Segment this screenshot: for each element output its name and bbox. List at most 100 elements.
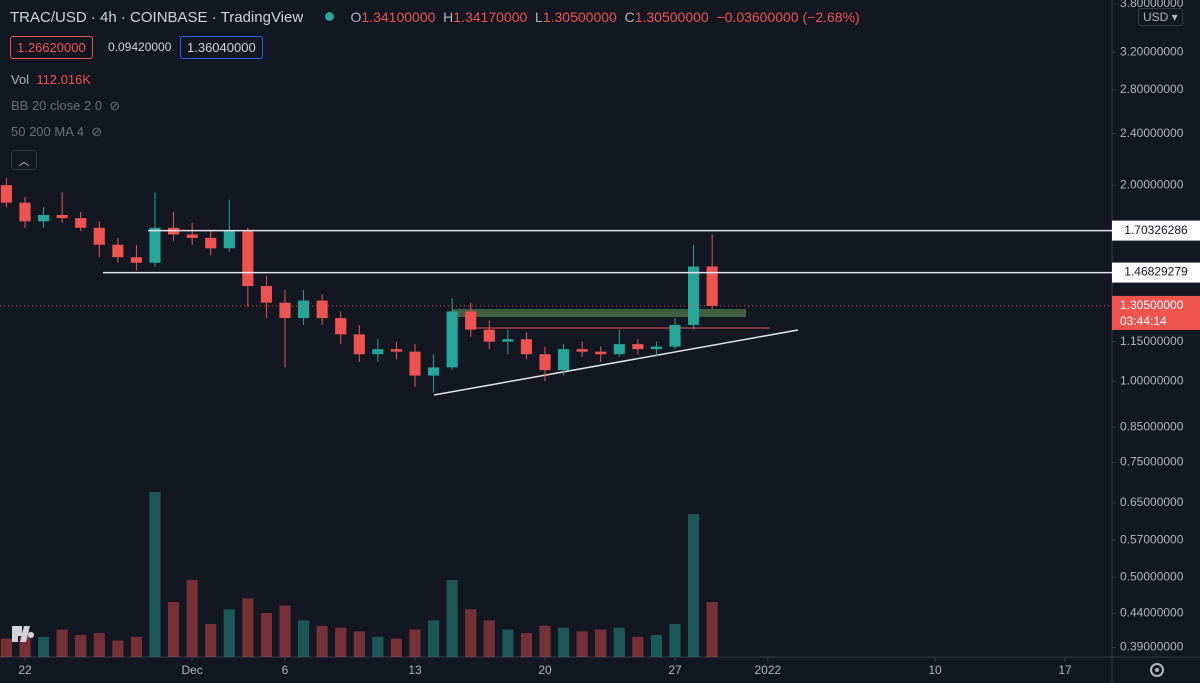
candle-body bbox=[558, 349, 570, 371]
y-tick-label: 0.50000000 bbox=[1120, 569, 1184, 583]
volume-bar bbox=[260, 613, 273, 657]
currency: USD bbox=[1143, 10, 1169, 24]
x-tick-label: 27 bbox=[668, 663, 682, 677]
zone-rectangle bbox=[452, 309, 746, 317]
y-tick-label: 1.15000000 bbox=[1120, 334, 1184, 348]
x-tick-label: 22 bbox=[18, 663, 32, 677]
candle-body bbox=[353, 334, 365, 355]
y-tick-label: 2.00000000 bbox=[1120, 177, 1184, 191]
candle-body bbox=[706, 266, 718, 306]
volume-bar bbox=[298, 620, 310, 657]
volume-legend: Vol 112.016K bbox=[11, 72, 91, 87]
volume-bar bbox=[372, 636, 384, 657]
bb-indicator[interactable]: BB 20 close 2 0 ⊘ bbox=[11, 98, 121, 113]
x-tick-label: 13 bbox=[408, 663, 422, 677]
volume-bar bbox=[669, 624, 681, 657]
candle-body bbox=[242, 231, 254, 287]
x-tick-label: 10 bbox=[928, 663, 942, 677]
volume-bar bbox=[149, 492, 161, 657]
y-tick-label: 2.40000000 bbox=[1120, 126, 1184, 140]
currency-select[interactable]: USD ▾ bbox=[1138, 8, 1183, 26]
volume-bar bbox=[595, 629, 607, 657]
volume-bar bbox=[316, 625, 328, 657]
source: TradingView bbox=[220, 9, 304, 26]
y-tick-label: 1.00000000 bbox=[1120, 373, 1184, 387]
vol-label: Vol bbox=[11, 72, 30, 87]
volume-bar bbox=[688, 514, 700, 657]
volume-bar bbox=[465, 609, 477, 657]
interval[interactable]: 4h bbox=[100, 9, 117, 26]
trend-line bbox=[433, 329, 799, 396]
price-label-box bbox=[1112, 262, 1200, 283]
settings-icon[interactable] bbox=[1150, 663, 1164, 677]
y-tick-label: 0.57000000 bbox=[1120, 532, 1184, 546]
candle-body bbox=[428, 367, 440, 376]
exchange: COINBASE bbox=[130, 9, 208, 26]
volume-bar bbox=[483, 620, 495, 657]
candle-body bbox=[205, 237, 217, 249]
candle-body bbox=[279, 302, 291, 319]
volume-bar bbox=[0, 638, 12, 657]
volume-bar bbox=[539, 625, 551, 657]
tv-logo bbox=[12, 626, 35, 642]
buy-button[interactable]: 1.36040000 bbox=[180, 36, 263, 59]
candle-body bbox=[390, 349, 403, 352]
candle-body bbox=[465, 311, 477, 330]
candle-body bbox=[223, 231, 235, 249]
price-label: 1.46829279 bbox=[1124, 265, 1188, 279]
volume-bar bbox=[186, 580, 198, 657]
volume-bar bbox=[19, 631, 31, 657]
candle-body bbox=[56, 214, 68, 219]
y-tick-label: 2.80000000 bbox=[1120, 82, 1184, 96]
volume-bar bbox=[558, 627, 570, 657]
candle-body bbox=[298, 300, 310, 319]
candle-body bbox=[520, 339, 533, 355]
y-tick-label: 0.85000000 bbox=[1120, 419, 1184, 433]
volume-bar bbox=[502, 629, 514, 657]
y-tick-label: 0.39000000 bbox=[1120, 640, 1184, 654]
x-tick-label: 6 bbox=[282, 663, 289, 677]
collapse-button[interactable]: ︿ bbox=[11, 150, 37, 170]
volume-bar bbox=[205, 624, 217, 657]
candle-body bbox=[335, 318, 347, 335]
candle-body bbox=[613, 344, 625, 355]
x-tick-label: 20 bbox=[538, 663, 552, 677]
ohlc: O1.34100000 H1.34170000 L1.30500000 C1.3… bbox=[351, 9, 860, 25]
candle-body bbox=[409, 351, 421, 376]
last-price-box bbox=[1112, 295, 1200, 330]
candle-body bbox=[19, 202, 31, 222]
candle-body bbox=[632, 344, 644, 350]
ma-indicator[interactable]: 50 200 MA 4 ⊘ bbox=[11, 124, 103, 139]
volume-bar bbox=[56, 629, 68, 657]
candle-body bbox=[130, 257, 142, 263]
candle-body bbox=[595, 351, 607, 355]
price-label-box bbox=[1112, 220, 1200, 241]
o-label: O bbox=[350, 9, 362, 25]
symbol-info: TRAC/USD · 4h · COINBASE · TradingView O… bbox=[10, 9, 860, 26]
spread: 0.09420000 bbox=[108, 40, 172, 54]
x-tick-label: Dec bbox=[181, 663, 202, 677]
volume-bar bbox=[353, 631, 365, 657]
candle-body bbox=[650, 346, 663, 350]
candle-body bbox=[37, 214, 50, 222]
last-price-label: 1.30500000 bbox=[1120, 298, 1184, 312]
volume-bar bbox=[75, 635, 87, 657]
volume-bar bbox=[167, 602, 180, 657]
x-tick-label: 17 bbox=[1058, 663, 1072, 677]
sell-button[interactable]: 1.26620000 bbox=[10, 36, 93, 59]
candle-body bbox=[260, 286, 273, 303]
symbol[interactable]: TRAC/USD bbox=[10, 9, 87, 26]
candle-body bbox=[669, 324, 681, 347]
volume-bar bbox=[613, 627, 625, 657]
bb-label: BB 20 close 2 0 bbox=[11, 98, 103, 113]
candle-body bbox=[112, 244, 124, 258]
volume-bar bbox=[650, 635, 663, 657]
price-label: 1.70326286 bbox=[1124, 223, 1188, 237]
candle-body bbox=[502, 339, 514, 342]
volume-bar bbox=[632, 636, 644, 657]
volume-bar bbox=[409, 629, 421, 657]
l-value: 1.30500000 bbox=[542, 9, 617, 25]
candle-body bbox=[186, 234, 198, 238]
volume-bar bbox=[335, 627, 347, 657]
